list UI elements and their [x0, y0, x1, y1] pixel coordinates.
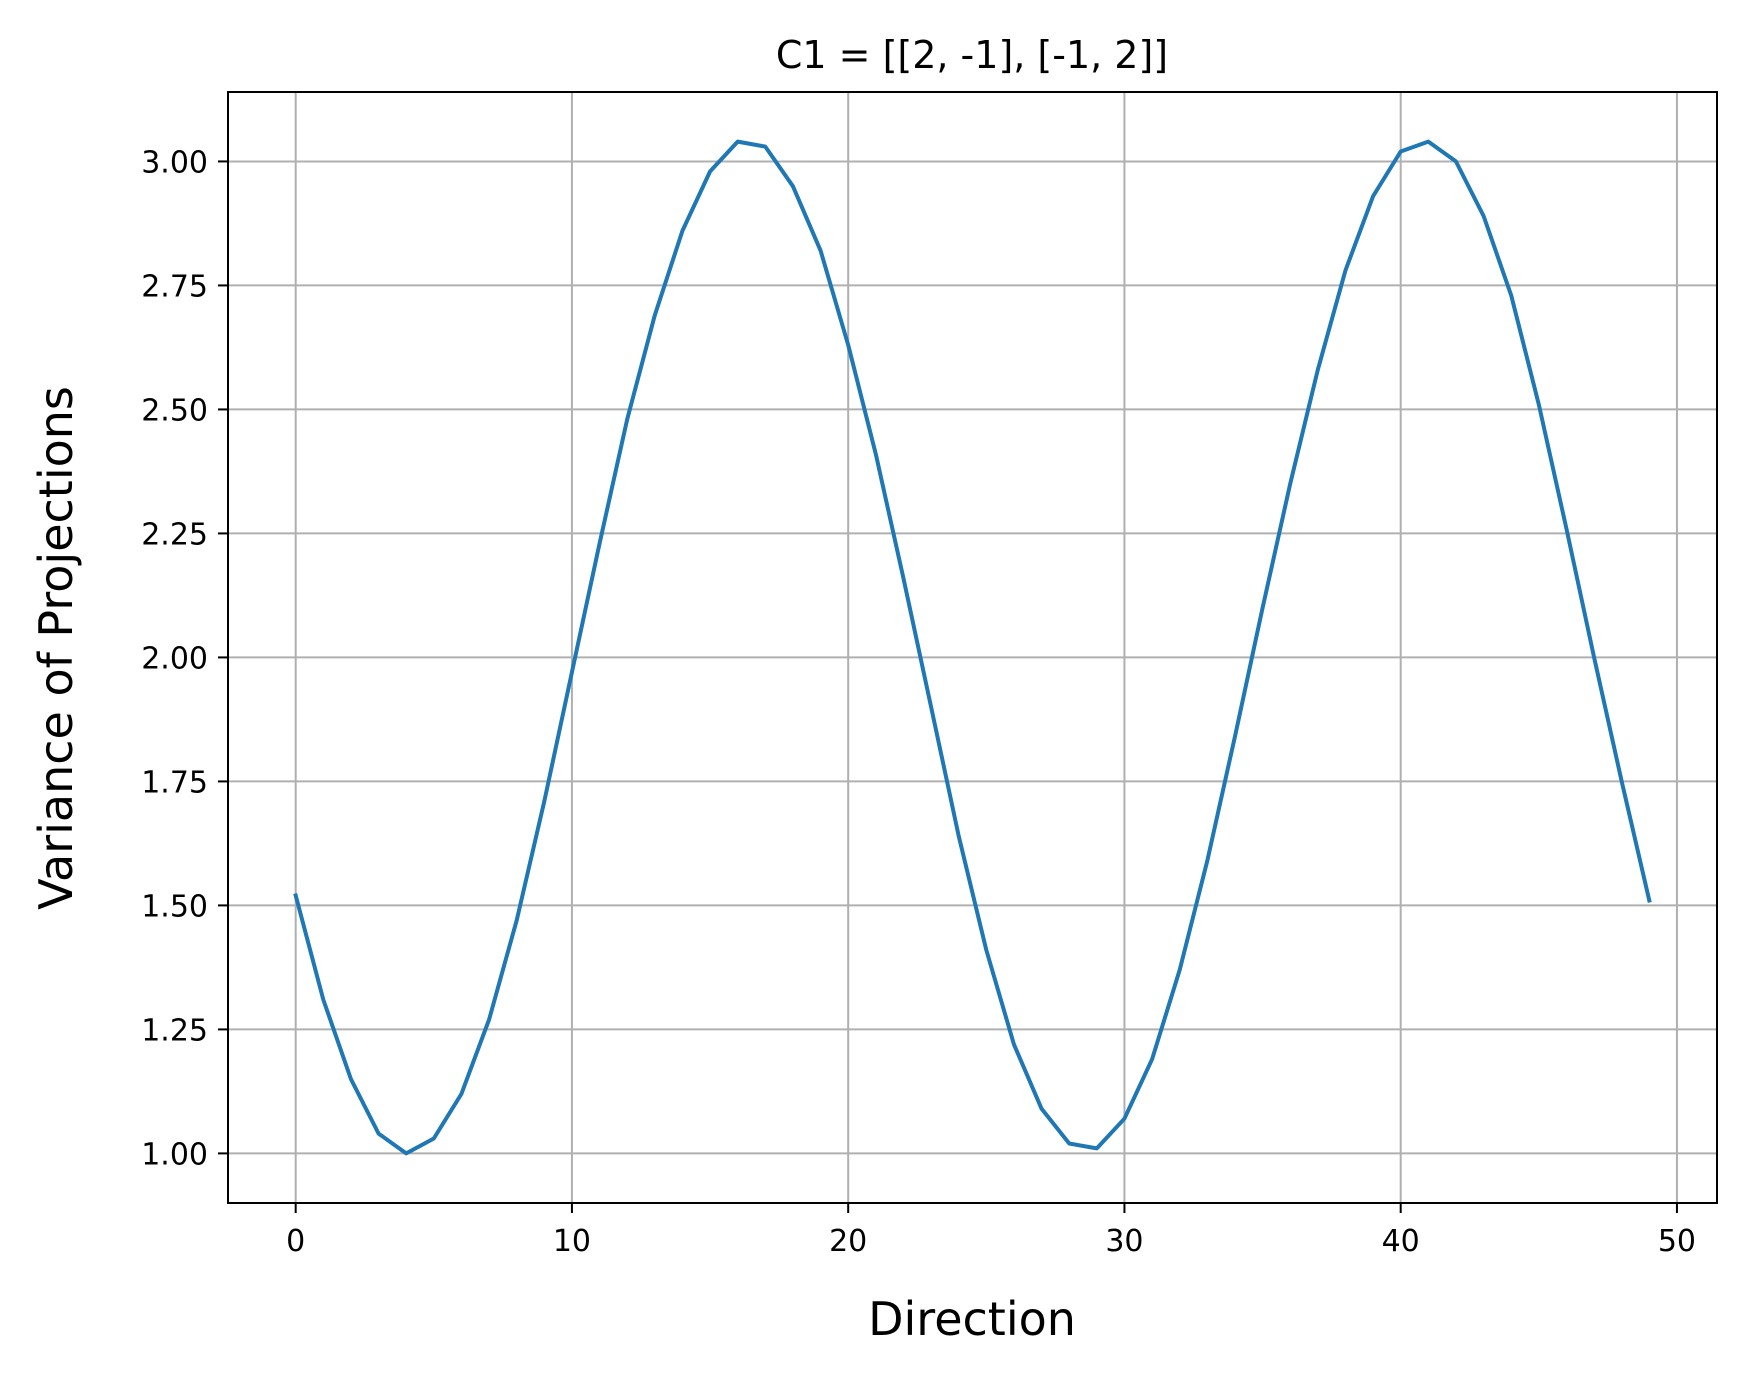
y-tick-label: 2.75: [141, 269, 208, 304]
series-line: [293, 139, 1652, 1156]
y-tick-label: 1.75: [141, 765, 208, 800]
grid-lines: [228, 92, 1717, 1203]
y-tick-label: 1.50: [141, 889, 208, 924]
y-axis-ticks: 1.00 1.25 1.50 1.75 2.00 2.25 2.50 2.75 3.00: [141, 145, 228, 1172]
x-tick-label: 0: [286, 1224, 305, 1259]
y-tick-label: 1.00: [141, 1137, 208, 1172]
y-axis-label: Variance of Projections: [29, 386, 83, 910]
chart-title: C1 = [[2, -1], [-1, 2]]: [776, 33, 1168, 77]
y-tick-label: 2.00: [141, 641, 208, 676]
y-tick-label: 2.25: [141, 517, 208, 552]
x-axis-label: Direction: [868, 1292, 1076, 1346]
plot-area-frame: [227, 91, 1718, 1204]
x-tick-label: 10: [553, 1224, 591, 1259]
y-tick-label: 3.00: [141, 145, 208, 180]
x-tick-label: 20: [829, 1224, 867, 1259]
y-tick-label: 2.50: [141, 393, 208, 428]
x-tick-label: 40: [1382, 1224, 1420, 1259]
x-tick-label: 50: [1658, 1224, 1696, 1259]
series-line-group: [293, 139, 1652, 1156]
x-tick-label: 30: [1105, 1224, 1143, 1259]
y-tick-label: 1.25: [141, 1013, 208, 1048]
x-axis-ticks: 0 10 20 30 40 50: [286, 1203, 1696, 1259]
